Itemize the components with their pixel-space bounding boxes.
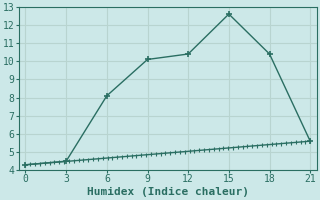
X-axis label: Humidex (Indice chaleur): Humidex (Indice chaleur) xyxy=(87,187,249,197)
